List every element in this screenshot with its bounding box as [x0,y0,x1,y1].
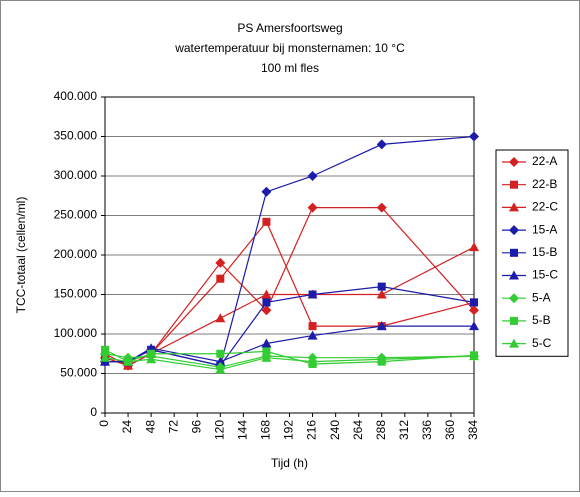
data-point [307,202,318,213]
y-tick-label: 400.000 [54,89,98,103]
legend-label: 15-B [532,245,557,259]
data-point [376,202,387,213]
x-tick-label: 384 [466,420,480,440]
x-tick-label: 312 [397,420,411,440]
x-tick-label: 48 [143,420,157,434]
data-point [469,351,479,361]
data-point [470,298,478,307]
data-point [146,354,157,364]
legend-marker [509,270,519,280]
y-tick-label: 300.000 [54,168,98,182]
data-point [377,282,386,291]
data-point [307,356,318,366]
plot-area [104,96,475,414]
legend-marker [509,338,519,348]
data-point [123,356,134,366]
chart-title: 100 ml fles [261,61,319,75]
y-axis-label: TCC-totaal (cellen/ml) [14,197,28,314]
legend-label: 5-C [532,336,552,350]
x-tick-label: 360 [443,420,457,440]
x-tick-label: 120 [212,420,226,440]
x-axis-label: Tijd (h) [271,456,308,470]
data-point [215,257,226,268]
data-point [262,347,271,356]
data-point [101,345,109,354]
x-tick-label: 264 [351,420,365,440]
data-point [215,313,226,323]
data-point [308,322,317,331]
legend-marker [509,293,519,304]
legend-label: 22-C [532,200,558,214]
data-point [469,242,479,252]
x-tick-label: 216 [305,420,319,440]
data-point [262,298,271,307]
data-point [261,186,272,197]
y-tick-label: 100.000 [54,326,98,340]
legend-marker [509,202,519,212]
series-line [104,355,475,371]
x-tick-label: 168 [259,420,273,440]
data-point [469,131,479,142]
x-tick-label: 144 [236,420,250,440]
data-point [147,349,156,358]
legend-label: 5-A [532,290,551,304]
legend-label: 5-B [532,313,551,327]
data-point [262,217,271,226]
data-point [469,305,479,316]
chart-title: watertemperatuur bij monsternamen: 10 °C [174,41,405,55]
data-point [261,305,272,316]
legend-label: 22-A [532,154,557,168]
data-point [215,364,226,374]
data-point [307,330,318,340]
data-point [376,289,387,299]
data-point [100,352,110,362]
data-point [308,290,317,299]
x-tick-label: 240 [328,420,342,440]
data-point [261,338,272,348]
data-point [215,356,226,366]
chart-title: PS Amersfoortsweg [237,21,342,35]
data-point [376,354,387,364]
x-tick-label: 192 [282,420,296,440]
data-point [376,321,387,331]
legend-marker [510,180,518,189]
x-tick-label: 288 [374,420,388,440]
x-tick-label: 72 [166,420,180,434]
legend-marker [509,225,519,236]
legend-marker [510,316,518,325]
data-point [261,289,272,299]
data-point [307,171,318,181]
data-point [216,274,225,283]
x-tick-label: 336 [420,420,434,440]
data-point [216,349,225,358]
legend-marker [509,157,519,167]
y-tick-label: 250.000 [54,208,98,222]
data-point [469,321,479,331]
y-tick-label: 50.000 [60,366,97,380]
legend-marker [510,248,518,257]
legend-label: 22-B [532,177,557,191]
legend-label: 15-A [532,222,557,236]
y-tick-label: 350.000 [54,129,98,143]
data-point [261,352,272,362]
x-tick-label: 0 [97,420,111,427]
legend-label: 15-C [532,268,558,282]
y-tick-label: 0 [90,405,97,419]
y-tick-label: 200.000 [54,247,98,261]
y-tick-label: 150.000 [54,287,98,301]
x-tick-label: 96 [189,420,203,434]
x-tick-label: 24 [120,420,134,434]
data-point [376,139,387,150]
